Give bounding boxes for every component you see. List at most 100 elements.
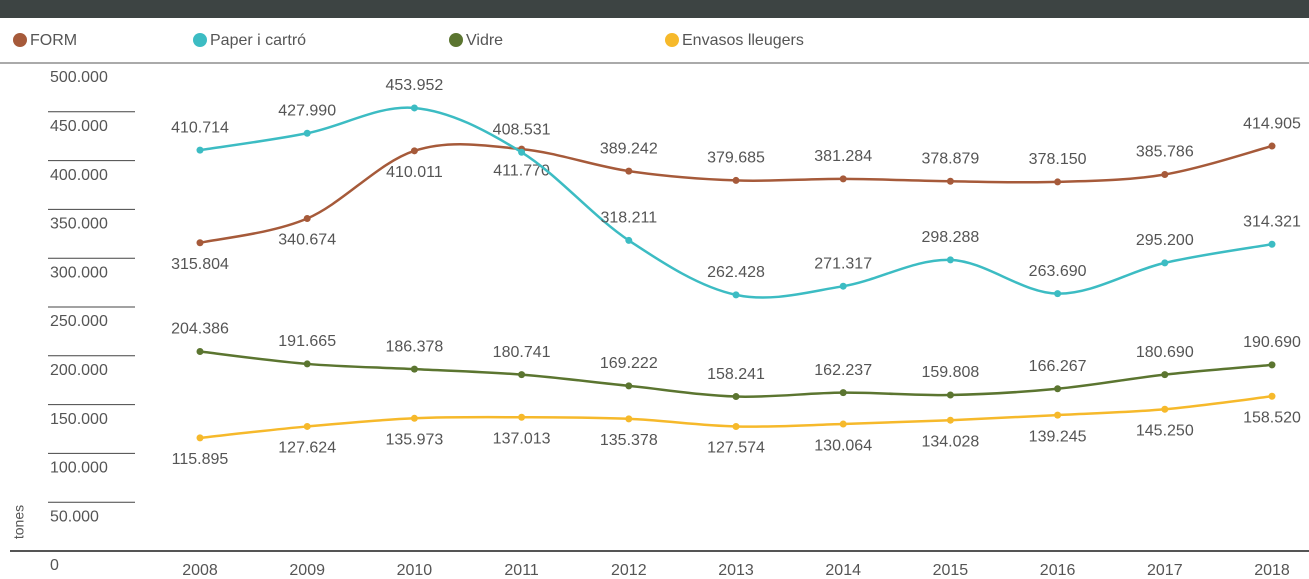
- data-point: [732, 422, 740, 430]
- data-label: 158.241: [707, 366, 765, 383]
- data-point: [946, 177, 954, 185]
- data-point: [303, 422, 311, 430]
- legend-label: Envasos lleugers: [682, 32, 804, 49]
- x-tick-label: 2010: [397, 562, 433, 579]
- y-tick-label: 300.000: [50, 264, 108, 281]
- data-point: [1161, 371, 1169, 379]
- legend-label: Paper i cartró: [210, 32, 306, 49]
- data-label: 162.237: [814, 362, 872, 379]
- data-label: 262.428: [707, 264, 765, 281]
- data-point: [625, 382, 633, 390]
- data-label: 145.250: [1136, 422, 1194, 439]
- data-label: 180.690: [1136, 344, 1194, 361]
- legend-label: FORM: [30, 32, 77, 49]
- data-point: [946, 256, 954, 264]
- data-label: 204.386: [171, 321, 229, 338]
- data-point: [1268, 392, 1276, 400]
- y-tick-label: 50.000: [50, 508, 99, 525]
- data-point: [518, 413, 526, 421]
- data-label: 137.013: [493, 430, 551, 447]
- x-tick-label: 2012: [611, 562, 647, 579]
- data-label: 318.211: [600, 210, 657, 227]
- data-label: 385.786: [1136, 144, 1194, 161]
- data-label: 139.245: [1029, 428, 1087, 445]
- legend-swatch: [449, 33, 463, 47]
- data-point: [196, 239, 204, 247]
- y-tick-label: 500.000: [50, 69, 108, 86]
- data-point: [839, 175, 847, 183]
- data-label: 298.288: [921, 229, 979, 246]
- data-label: 186.378: [385, 338, 443, 355]
- data-point: [1054, 385, 1062, 393]
- data-label: 166.267: [1029, 358, 1087, 375]
- data-point: [1268, 142, 1276, 150]
- data-label: 378.879: [921, 150, 979, 167]
- data-point: [196, 146, 204, 154]
- x-tick-label: 2018: [1254, 562, 1290, 579]
- data-label: 134.028: [921, 433, 979, 450]
- data-point: [625, 167, 633, 175]
- data-label: 378.150: [1029, 151, 1087, 168]
- data-point: [1268, 240, 1276, 248]
- data-label: 127.574: [707, 440, 765, 457]
- data-label: 190.690: [1243, 334, 1301, 351]
- x-tick-label: 2015: [933, 562, 969, 579]
- series-line: [199, 395, 1273, 440]
- data-label: 315.804: [171, 256, 229, 273]
- data-point: [839, 420, 847, 428]
- data-label: 379.685: [707, 150, 765, 167]
- x-tick-label: 2017: [1147, 562, 1183, 579]
- data-label: 263.690: [1029, 263, 1087, 280]
- data-label: 159.808: [921, 364, 979, 381]
- data-point: [1268, 361, 1276, 369]
- legend-swatch: [13, 33, 27, 47]
- y-tick-label: 200.000: [50, 362, 108, 379]
- data-label: 295.200: [1136, 232, 1194, 249]
- data-label: 408.531: [493, 121, 551, 138]
- data-label: 453.952: [385, 77, 443, 94]
- x-tick-label: 2011: [504, 562, 539, 579]
- data-label: 411.770: [493, 162, 550, 179]
- data-label: 158.520: [1243, 410, 1301, 427]
- x-tick-label: 2014: [825, 562, 861, 579]
- x-tick-label: 2009: [289, 562, 325, 579]
- data-point: [732, 393, 740, 401]
- data-point: [410, 414, 418, 422]
- legend-swatch: [665, 33, 679, 47]
- data-point: [518, 371, 526, 379]
- data-point: [196, 348, 204, 356]
- data-point: [839, 389, 847, 397]
- data-point: [732, 291, 740, 299]
- data-label: 135.973: [385, 432, 443, 449]
- data-point: [625, 236, 633, 244]
- y-tick-label: 450.000: [50, 118, 108, 135]
- data-point: [1054, 178, 1062, 186]
- data-point: [518, 148, 526, 156]
- data-point: [625, 415, 633, 423]
- y-tick-label: 250.000: [50, 313, 108, 330]
- data-label: 414.905: [1243, 115, 1301, 132]
- data-label: 127.624: [278, 440, 336, 457]
- data-label: 389.242: [600, 140, 658, 157]
- data-point: [303, 360, 311, 368]
- legend-label: Vidre: [466, 32, 503, 49]
- data-label: 410.714: [171, 119, 229, 136]
- data-label: 169.222: [600, 355, 658, 372]
- y-axis-label: tones: [11, 505, 27, 539]
- data-label: 180.741: [493, 344, 551, 361]
- data-point: [303, 215, 311, 223]
- data-point: [1161, 170, 1169, 178]
- data-label: 410.011: [386, 164, 443, 181]
- data-label: 130.064: [814, 437, 872, 454]
- data-label: 135.378: [600, 432, 658, 449]
- data-label: 340.674: [278, 232, 336, 249]
- y-tick-label: 350.000: [50, 216, 108, 233]
- y-tick-label: 100.000: [50, 460, 108, 477]
- data-point: [303, 129, 311, 137]
- legend-swatch: [193, 33, 207, 47]
- data-label: 314.321: [1243, 213, 1301, 230]
- x-tick-label: 2016: [1040, 562, 1076, 579]
- data-point: [1161, 405, 1169, 413]
- y-tick-label: 0: [50, 557, 59, 574]
